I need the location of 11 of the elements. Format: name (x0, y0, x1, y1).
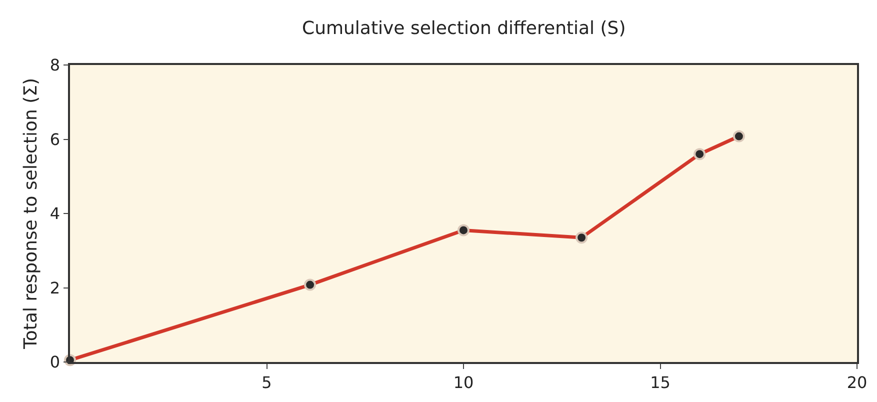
y-axis-title: Total response to selection (Σ) (20, 78, 42, 350)
y-tick-label: 6 (50, 130, 60, 149)
x-axis-title: Cumulative selection differential (S) (302, 18, 626, 39)
y-tick-label: 2 (50, 278, 60, 298)
y-tick-label: 4 (50, 204, 60, 224)
x-tick-label: 15 (650, 372, 670, 392)
y-tick-label: 8 (50, 56, 60, 75)
x-tick-label: 10 (453, 372, 474, 392)
x-tick-label: 5 (262, 372, 272, 392)
y-tick-label: 0 (50, 352, 60, 372)
x-tick-label: 20 (846, 372, 868, 392)
